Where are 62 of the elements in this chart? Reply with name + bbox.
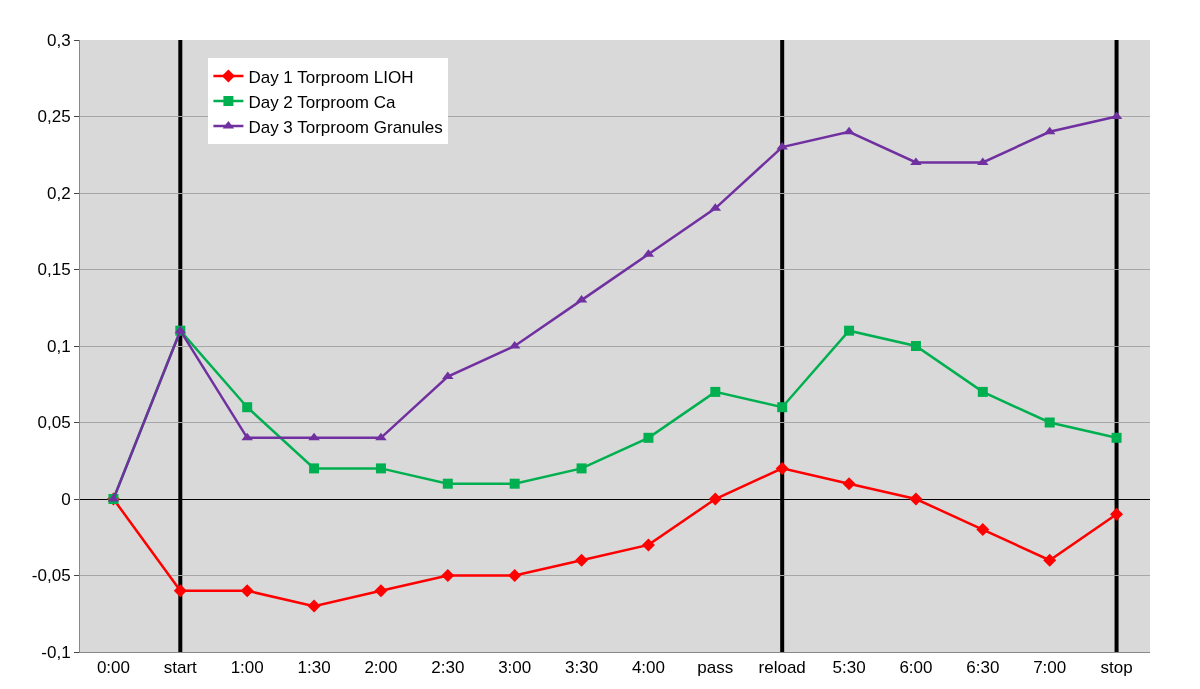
point [844, 325, 855, 336]
x-tick-label: reload [758, 658, 806, 678]
y-tick-label: 0,15 [37, 260, 71, 280]
point [775, 461, 789, 475]
legend-label: Day 1 Torproom LIOH [248, 67, 414, 87]
x-tick-label: 1:00 [230, 658, 264, 678]
x-tick-label: 1:30 [297, 658, 331, 678]
x-tick-label: 5:30 [832, 658, 866, 678]
point [1110, 507, 1124, 521]
point [509, 478, 520, 489]
point [575, 553, 589, 567]
point [777, 402, 788, 413]
legend-label: Day 3 Torproom Granules [248, 117, 443, 137]
x-tick-label: 0:00 [96, 658, 130, 678]
point [241, 432, 253, 441]
y-tick-label: 0 [61, 489, 71, 509]
y-tick-label: -0,05 [31, 566, 71, 586]
x-tick-label: 6:30 [966, 658, 1000, 678]
x-tick-label: stop [1100, 658, 1133, 678]
point [710, 386, 721, 397]
x-tick-label: 7:00 [1033, 658, 1067, 678]
x-tick-label: 3:30 [565, 658, 599, 678]
y-tick-label: 0,05 [37, 413, 71, 433]
point [1111, 432, 1122, 443]
point [307, 599, 321, 613]
point [910, 341, 921, 351]
point [375, 432, 387, 441]
point [842, 477, 856, 491]
point [442, 478, 453, 489]
point [508, 569, 522, 582]
point [375, 463, 386, 474]
point [843, 126, 855, 135]
x-tick-label: start [163, 658, 198, 678]
point [309, 463, 320, 474]
point [643, 432, 654, 443]
y-tick-label: 0,1 [46, 336, 71, 356]
point [173, 584, 187, 598]
x-tick-label: 2:00 [364, 658, 398, 678]
point [442, 371, 454, 380]
y-tick-label: -0,1 [41, 642, 71, 662]
point [576, 463, 587, 474]
legend-label: Day 2 Torproom Ca [248, 92, 397, 112]
x-tick-label: 6:00 [899, 658, 933, 678]
point [374, 584, 388, 598]
point [708, 492, 722, 506]
point [242, 402, 253, 413]
x-tick-label: 3:00 [498, 658, 532, 678]
y-tick-label: 0,2 [46, 183, 71, 203]
point [977, 386, 988, 397]
point [1044, 417, 1055, 428]
x-tick-label: pass [697, 658, 734, 678]
point [308, 432, 320, 441]
point [909, 492, 923, 506]
x-tick-label: 4:00 [631, 658, 665, 678]
point [240, 584, 254, 598]
point [641, 538, 655, 552]
y-tick-label: 0,25 [37, 107, 71, 127]
x-tick-label: 2:30 [431, 658, 465, 678]
point [1043, 553, 1057, 567]
point [441, 569, 455, 582]
y-tick-label: 0,3 [46, 30, 71, 50]
point [976, 523, 990, 537]
